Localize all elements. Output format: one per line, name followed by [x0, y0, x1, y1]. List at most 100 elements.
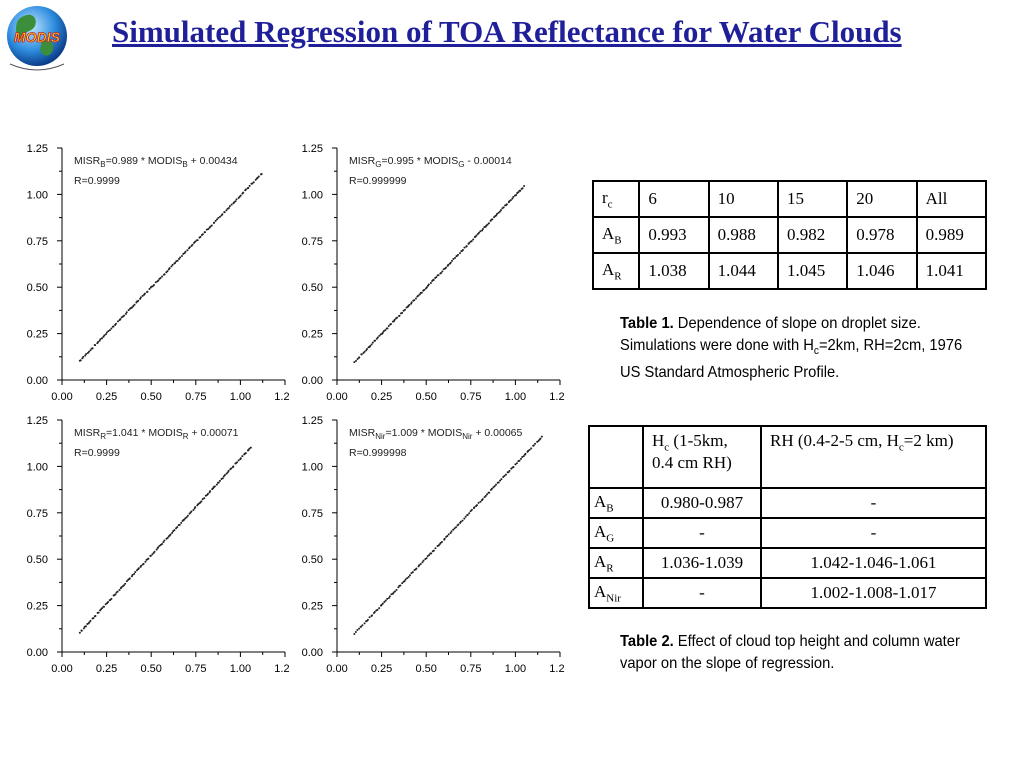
data-point — [376, 608, 379, 611]
regression-equation: MISRR=1.041 * MODISR + 0.00071 — [74, 427, 239, 441]
data-point — [256, 176, 259, 179]
data-point — [456, 253, 459, 256]
x-tick-label: 1.25 — [274, 391, 290, 403]
data-point — [425, 557, 428, 560]
data-point — [369, 345, 372, 348]
data-point — [161, 543, 164, 546]
data-point — [194, 240, 197, 243]
data-point — [519, 189, 522, 192]
y-tick-label: 0.75 — [27, 508, 48, 520]
data-point — [512, 465, 515, 468]
table-cell: 0.982 — [776, 216, 849, 254]
data-point — [151, 553, 154, 556]
table-row: AB 0.993 0.988 0.982 0.978 0.989 — [591, 216, 988, 254]
data-point — [254, 178, 257, 181]
x-tick-label: 0.50 — [415, 391, 436, 403]
data-point — [404, 308, 407, 311]
data-point — [459, 520, 462, 523]
table-row: AB 0.980-0.987 - — [588, 487, 987, 519]
data-point — [439, 271, 442, 274]
y-tick-label: 0.00 — [302, 647, 323, 659]
data-point — [183, 518, 186, 521]
data-point — [200, 500, 203, 503]
table-row-label: AR — [588, 547, 644, 579]
data-point — [411, 571, 414, 574]
data-point — [419, 562, 422, 565]
data-point — [450, 259, 453, 262]
data-point — [510, 467, 513, 470]
y-tick-label: 0.50 — [27, 554, 48, 566]
data-point — [196, 239, 199, 242]
table-cell: 1.036-1.039 — [642, 547, 762, 579]
data-point — [425, 286, 428, 289]
data-point — [447, 263, 450, 266]
data-point — [511, 197, 514, 200]
data-point — [524, 452, 527, 455]
data-point — [204, 231, 207, 234]
data-point — [461, 519, 464, 522]
y-tick-label: 0.75 — [27, 236, 48, 248]
data-point — [384, 329, 387, 332]
correlation-label: R=0.9999 — [74, 175, 120, 187]
data-point — [408, 574, 411, 577]
data-point — [235, 198, 238, 201]
y-tick-label: 0.75 — [302, 508, 323, 520]
table-cell: 1.044 — [707, 252, 779, 290]
data-point — [493, 216, 496, 219]
data-point — [214, 219, 217, 222]
correlation-label: R=0.9999 — [74, 447, 120, 459]
data-point — [370, 343, 373, 346]
data-point — [232, 465, 235, 468]
data-point — [418, 564, 421, 567]
data-point — [481, 228, 484, 231]
table-row-label: AB — [588, 487, 644, 519]
data-point — [356, 628, 359, 631]
data-point — [517, 191, 520, 194]
data-point — [92, 617, 95, 620]
x-tick-label: 0.50 — [140, 391, 161, 403]
chart-svg: 0.00 0.25 0.50 0.75 1.00 1.25 0.00 0.25 0.50 0.75… — [27, 143, 290, 403]
table-row: AR 1.038 1.044 1.045 1.046 1.041 — [591, 252, 988, 290]
y-tick-label: 1.25 — [302, 415, 323, 427]
data-point — [163, 273, 166, 276]
y-tick-label: 0.50 — [27, 282, 48, 294]
modis-globe-logo-icon: MODIS — [7, 6, 67, 71]
data-point — [248, 447, 251, 450]
data-point — [381, 602, 384, 605]
data-point — [120, 586, 123, 589]
data-point — [184, 250, 187, 253]
data-point — [530, 447, 533, 450]
data-point — [430, 552, 433, 555]
data-point — [233, 201, 236, 204]
data-point — [221, 477, 224, 480]
data-point — [495, 214, 498, 217]
data-point — [94, 344, 97, 347]
data-point — [388, 595, 391, 598]
data-point — [169, 533, 172, 536]
data-point — [422, 559, 425, 562]
data-point — [353, 361, 356, 364]
x-tick-label: 1.25 — [549, 663, 565, 675]
data-point — [217, 216, 220, 219]
table-cloud-height-vapor: Hc (1-5km, 0.4 cm RH) RH (0.4-2-5 cm, Hc… — [588, 425, 987, 609]
data-point — [497, 481, 500, 484]
data-point — [137, 567, 140, 570]
data-point — [522, 455, 525, 458]
correlation-label: R=0.999998 — [349, 447, 407, 459]
data-point — [371, 614, 374, 617]
data-point — [137, 299, 140, 302]
data-point — [492, 486, 495, 489]
data-point — [79, 359, 82, 362]
data-point — [481, 498, 484, 501]
x-tick-label: 0.50 — [415, 663, 436, 675]
data-point — [382, 330, 385, 333]
data-point — [249, 446, 252, 449]
data-point — [519, 457, 522, 460]
data-point — [151, 285, 154, 288]
data-point — [521, 455, 524, 458]
data-point — [429, 282, 432, 285]
data-point — [99, 338, 102, 341]
data-point — [463, 517, 466, 520]
data-point — [527, 449, 530, 452]
data-point — [107, 600, 110, 603]
